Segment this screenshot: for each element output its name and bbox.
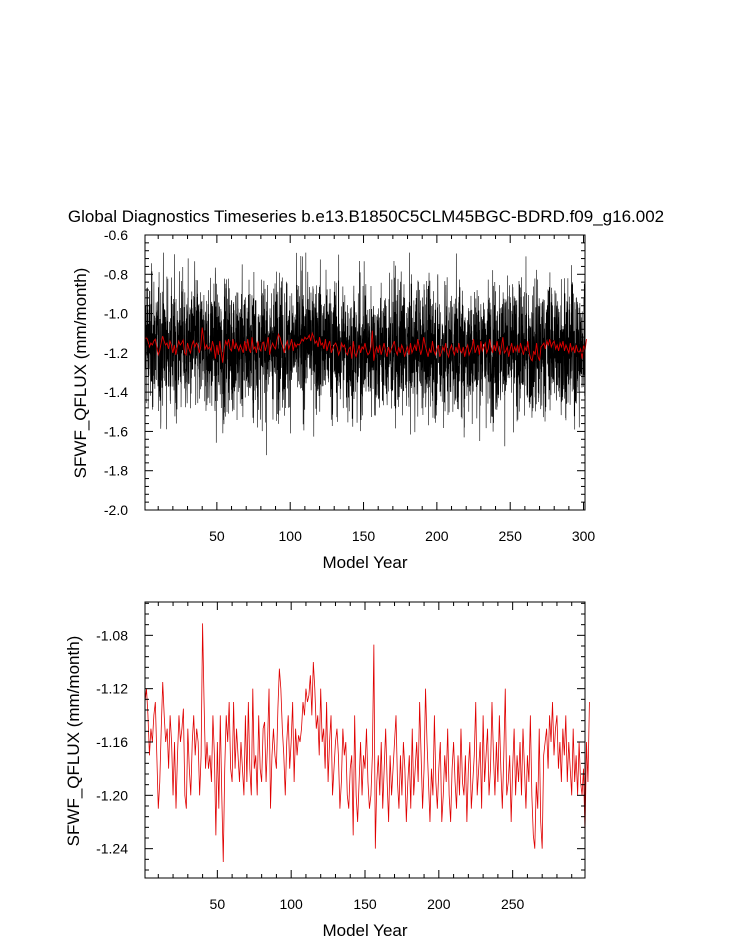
tick-labels: 50 100 150 200 250 -1.24 -1.20 -1.16 -1.12 -1.08 — [96, 627, 524, 912]
y-tick-label: -1.8 — [104, 463, 128, 479]
x-tick-label: 50 — [210, 896, 226, 912]
y-tick-label: -1.6 — [104, 423, 128, 439]
y-tick-label: -1.4 — [104, 384, 128, 400]
timeseries-annual-chart: 50 100 150 200 250-1.24-1.20-1.16-1.12-1.08 … — [64, 601, 590, 940]
plot-frame — [144, 234, 586, 511]
y-tick-label: -1.16 — [96, 734, 128, 750]
tick-marks — [145, 602, 585, 878]
y-tick-label: -1.12 — [96, 681, 128, 697]
x-tick-label: 150 — [353, 896, 377, 912]
x-axis-label: Model Year — [322, 553, 407, 572]
x-tick-label: 100 — [279, 896, 303, 912]
x-tick-label: 50 — [209, 528, 225, 544]
x-tick-label: 100 — [279, 528, 303, 544]
x-tick-label: 300 — [572, 528, 596, 544]
tick-labels: 50 100 150 200 250 300 -2.0 -1.8 -1.6 -1.4 -1.2 -1.… — [104, 227, 596, 544]
y-axis-label: SFWF_QFLUX (mm/month) — [71, 268, 90, 479]
plot-area — [144, 252, 587, 456]
annual-mean-overlay-line — [144, 327, 587, 363]
y-tick-label: -2.0 — [104, 502, 128, 518]
y-tick-label: -0.8 — [104, 266, 128, 282]
x-tick-label: 150 — [352, 528, 376, 544]
x-tick-label: 200 — [425, 528, 449, 544]
annual-mean-series-line — [144, 623, 590, 863]
timeseries-monthly-chart: Global Diagnostics Timeseries b.e13.B185… — [68, 207, 664, 572]
y-tick-label: -0.6 — [104, 227, 128, 243]
monthly-series-line — [144, 252, 586, 456]
y-axis-label: SFWF_QFLUX (mm/month) — [64, 636, 83, 847]
plot-frame — [144, 601, 586, 879]
x-tick-label: 250 — [501, 896, 525, 912]
x-axis-label: Model Year — [322, 921, 407, 940]
y-tick-label: -1.08 — [96, 627, 128, 643]
y-tick-label: -1.24 — [96, 841, 128, 857]
chart-title: Global Diagnostics Timeseries b.e13.B185… — [68, 207, 664, 226]
tick-marks — [145, 234, 585, 511]
y-tick-label: -1.0 — [104, 306, 128, 322]
y-tick-label: -1.20 — [96, 787, 128, 803]
plot-area — [144, 623, 590, 863]
x-tick-label: 250 — [499, 528, 523, 544]
y-tick-label: -1.2 — [104, 345, 128, 361]
x-tick-label: 200 — [427, 896, 451, 912]
